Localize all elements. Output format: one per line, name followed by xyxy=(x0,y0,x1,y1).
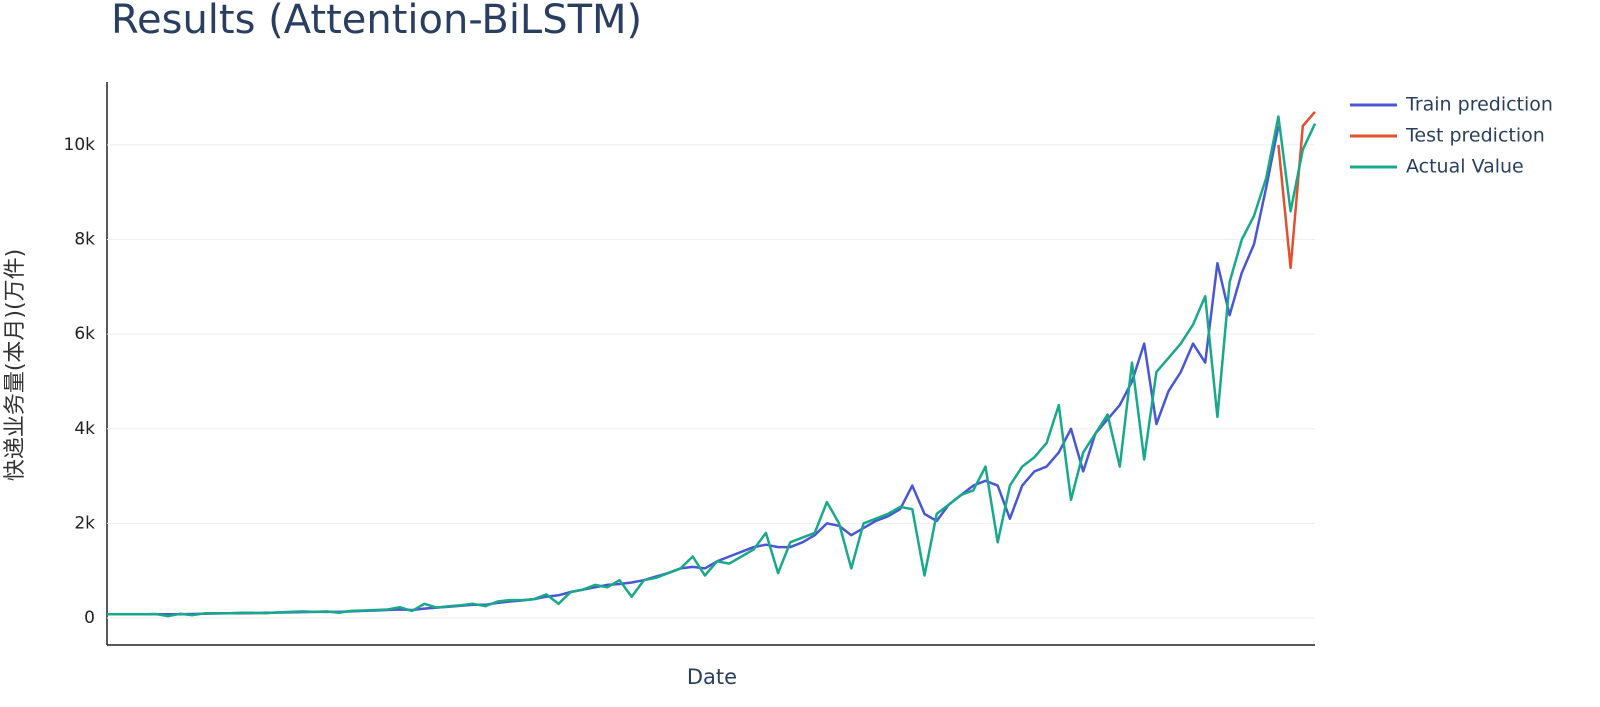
y-tick-label: 4k xyxy=(74,419,95,439)
legend-label: Train prediction xyxy=(1405,94,1553,116)
series-line xyxy=(107,115,1317,618)
chart-title: Results (Attention-BiLSTM) xyxy=(111,0,642,43)
y-tick-label: 8k xyxy=(74,230,95,250)
y-axis-label: 快递业务量(本月)(万件) xyxy=(3,249,28,481)
legend-label: Actual Value xyxy=(1406,156,1524,178)
y-tick-label: 10k xyxy=(64,135,96,155)
x-axis-label: Date xyxy=(687,665,737,689)
y-tick-label: 2k xyxy=(74,513,95,533)
series-line xyxy=(107,125,1280,616)
legend-label: Test prediction xyxy=(1405,125,1545,147)
y-tick-label: 6k xyxy=(74,324,95,344)
y-tick-label: 0 xyxy=(84,608,95,628)
series-line xyxy=(1277,110,1316,270)
